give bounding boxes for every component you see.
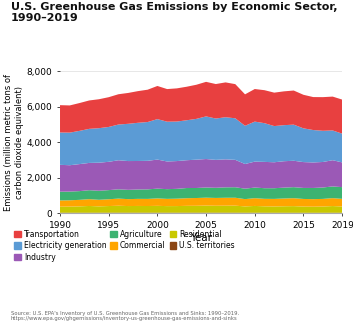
Y-axis label: Emissions (million metric tons of
carbon dioxide equivalent): Emissions (million metric tons of carbon… [5,74,24,211]
Text: U.S. Greenhouse Gas Emissions by Economic Sector,
1990–2019: U.S. Greenhouse Gas Emissions by Economi… [11,2,337,23]
Legend: Transportation, Electricity generation, Industry, Agriculture, Commercial, Resid: Transportation, Electricity generation, … [14,230,235,262]
Text: Source: U.S. EPA's Inventory of U.S. Greenhouse Gas Emissions and Sinks: 1990–20: Source: U.S. EPA's Inventory of U.S. Gre… [11,311,239,321]
X-axis label: Year: Year [190,233,212,243]
